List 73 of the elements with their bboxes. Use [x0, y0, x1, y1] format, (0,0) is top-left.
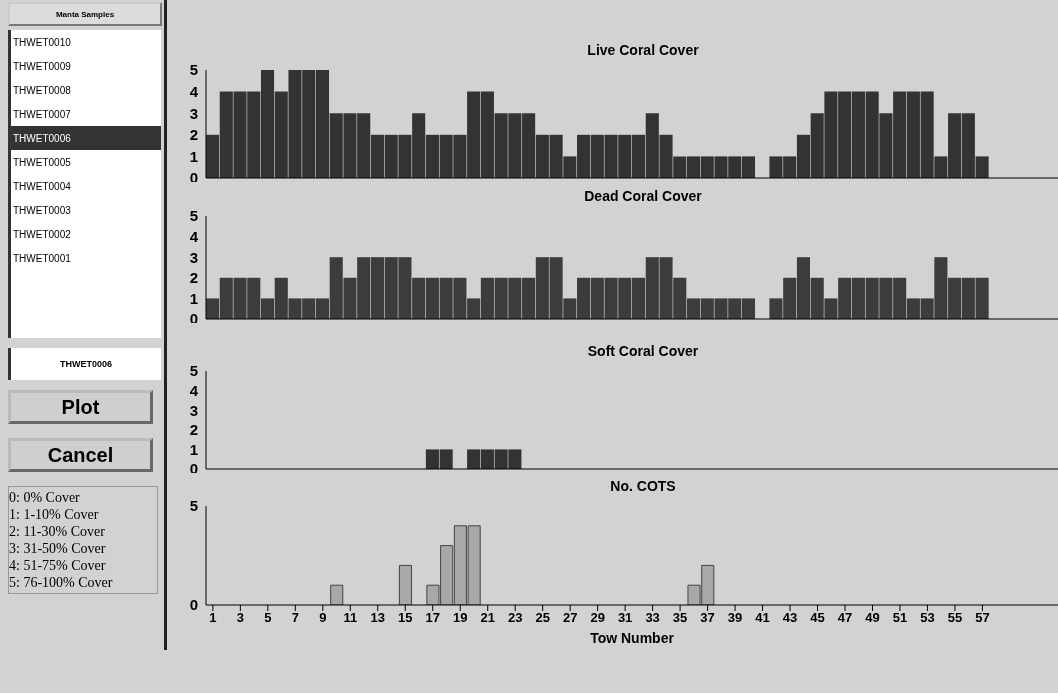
text: Manta Samples [8, 2, 162, 26]
x-tick-label: 37 [700, 610, 715, 626]
text: 3: 31-50% Cover [9, 540, 107, 557]
text: THWET0006 [8, 348, 161, 380]
text: THWET0007 [12, 107, 72, 122]
x-tick-label: 45 [810, 610, 825, 626]
y-tick-label: 0 [189, 596, 198, 614]
x-tick-label: 33 [645, 610, 660, 626]
x-tick-label: 1 [209, 610, 217, 626]
y-tick-label: 2 [189, 421, 198, 439]
text: THWET0002 [12, 227, 72, 242]
x-tick-label: 25 [535, 610, 550, 626]
x-tick-label: 7 [291, 610, 299, 626]
text: THWET0001 [12, 251, 72, 266]
y-tick-label: 2 [189, 126, 198, 144]
x-tick-label: 23 [507, 610, 523, 626]
text: THWET0005 [12, 155, 72, 170]
chart-title: Soft Coral Cover [586, 343, 700, 361]
x-tick-label: 49 [865, 610, 880, 626]
y-tick-label: 5 [189, 61, 198, 79]
y-tick-label: 3 [189, 401, 198, 419]
chart-title: Dead Coral Cover [583, 188, 703, 206]
x-tick-label: 11 [343, 610, 358, 626]
text: THWET0008 [12, 83, 72, 98]
text: THWET0003 [12, 203, 72, 218]
y-tick-label: 5 [189, 362, 198, 380]
y-tick-label: 3 [189, 248, 198, 266]
x-tick-label: 55 [947, 610, 963, 626]
chart-title: Live Coral Cover [586, 42, 700, 60]
text: 0: 0% Cover [9, 489, 81, 506]
x-tick-label: 3 [236, 610, 244, 626]
x-tick-label: 9 [319, 610, 327, 626]
y-tick-label: 1 [189, 440, 198, 458]
y-tick-label: 4 [189, 381, 199, 399]
y-tick-label: 1 [189, 289, 198, 307]
x-tick-label: 51 [892, 610, 908, 626]
text: THWET0009 [12, 59, 72, 74]
y-tick-label: 1 [189, 147, 198, 165]
y-tick-label: 4 [189, 227, 199, 245]
text: 5: 76-100% Cover [9, 574, 114, 591]
text: 4: 51-75% Cover [9, 557, 107, 574]
text: THWET0004 [12, 179, 72, 194]
y-tick-label: 5 [189, 497, 198, 515]
x-tick-label: 17 [425, 610, 440, 626]
x-tick-label: 31 [617, 610, 633, 626]
y-tick-label: 3 [189, 104, 198, 122]
x-tick-label: 57 [975, 610, 990, 626]
x-tick-label: 19 [452, 610, 468, 626]
x-tick-label: 27 [562, 610, 578, 626]
x-tick-label: 29 [590, 610, 605, 626]
y-tick-label: 2 [189, 269, 198, 287]
text: 2: 11-30% Cover [9, 523, 106, 540]
y-tick-label: 5 [189, 207, 198, 225]
x-tick-label: 13 [370, 610, 386, 626]
text: Cancel [8, 438, 153, 472]
chart-title: No. COTS [609, 478, 677, 496]
text: Plot [8, 390, 153, 424]
x-tick-label: 15 [398, 610, 413, 626]
x-tick-label: 21 [480, 610, 495, 626]
x-axis-title: Tow Number [590, 630, 675, 646]
text: THWET0006 [11, 126, 161, 150]
x-tick-label: 35 [672, 610, 688, 626]
text: 1: 1-10% Cover [9, 506, 100, 523]
x-tick-label: 43 [782, 610, 798, 626]
x-tick-label: 39 [727, 610, 743, 626]
y-tick-label: 4 [189, 82, 199, 100]
text: THWET0010 [12, 35, 72, 50]
x-tick-label: 41 [755, 610, 770, 626]
x-tick-label: 5 [264, 610, 272, 626]
bar [330, 584, 344, 605]
x-tick-label: 47 [837, 610, 853, 626]
x-tick-label: 53 [920, 610, 935, 626]
bar [398, 564, 412, 605]
